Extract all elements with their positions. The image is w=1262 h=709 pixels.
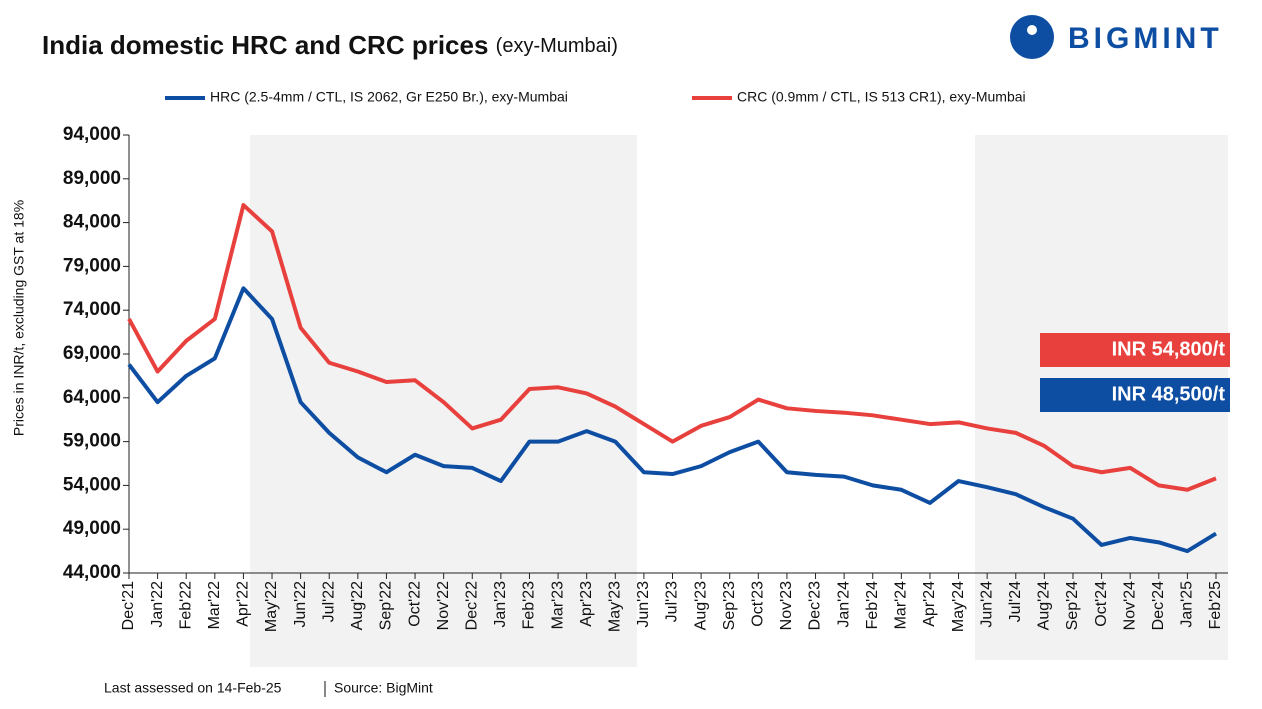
y-tick-label: 74,000: [63, 299, 121, 320]
x-tick-label: Nov'22: [435, 581, 452, 630]
x-tick-label: Apr'23: [578, 581, 595, 627]
y-tick-label: 64,000: [63, 387, 121, 408]
chart-title: India domestic HRC and CRC prices (exy-M…: [42, 30, 618, 60]
end-label: INR 48,500/t: [1112, 383, 1226, 405]
logo-icon: [1010, 15, 1054, 59]
x-tick-label: Jun'23: [635, 581, 652, 628]
x-tick-label: May'22: [263, 581, 280, 632]
end-label: INR 54,800/t: [1112, 338, 1226, 360]
x-tick-label: Dec'23: [807, 581, 824, 630]
x-tick-label: Apr'22: [235, 581, 252, 627]
y-tick-label: 89,000: [63, 168, 121, 189]
y-tick-label: 59,000: [63, 431, 121, 452]
x-tick-label: Oct'22: [406, 581, 423, 627]
x-tick-label: Dec'21: [120, 581, 137, 630]
y-tick-label: 79,000: [63, 255, 121, 276]
x-tick-label: Aug'22: [349, 581, 366, 630]
series-line: [127, 203, 1217, 492]
end-label-box: [1040, 333, 1230, 367]
x-tick-label: Mar'24: [893, 581, 910, 630]
x-tick-label: Jun'24: [978, 581, 995, 628]
y-tick-label: 44,000: [63, 562, 121, 583]
y-tick-label: 84,000: [63, 212, 121, 233]
brand: BIGMINT: [1068, 22, 1223, 55]
x-tick-label: Sep'22: [378, 581, 395, 630]
x-tick-label: Jul'24: [1007, 581, 1024, 622]
y-axis-label: Prices in INR/t, excluding GST at 18%: [11, 200, 27, 436]
x-tick-label: May'23: [607, 581, 624, 632]
x-tick-label: Oct'24: [1093, 581, 1110, 627]
x-tick-label: Jan'23: [492, 581, 509, 628]
x-tick-label: Jan'22: [149, 581, 166, 628]
x-tick-label: Oct'23: [750, 581, 767, 627]
logo-icon: [1027, 25, 1037, 35]
x-tick-label: Sep'23: [721, 581, 738, 630]
footer: Last assessed on 14-Feb-25: [104, 680, 282, 696]
x-tick-label: Jul'23: [664, 581, 681, 622]
x-tick-label: Feb'22: [177, 581, 194, 630]
x-tick-label: Aug'24: [1036, 581, 1053, 630]
x-tick-label: Nov'24: [1121, 581, 1138, 630]
x-tick-label: Mar'22: [206, 581, 223, 630]
y-tick-label: 54,000: [63, 474, 121, 495]
subtitle: (exy-Mumbai): [496, 35, 618, 57]
x-tick-label: Aug'23: [692, 581, 709, 630]
x-tick-label: Dec'24: [1150, 581, 1167, 630]
x-tick-label: Feb'24: [864, 581, 881, 630]
legend-label: HRC (2.5-4mm / CTL, IS 2062, Gr E250 Br.…: [210, 89, 568, 105]
x-tick-label: Apr'24: [921, 581, 938, 627]
x-tick-label: Jan'25: [1179, 581, 1196, 628]
legend-label: CRC (0.9mm / CTL, IS 513 CR1), exy-Mumba…: [737, 89, 1026, 105]
y-tick-label: 94,000: [63, 124, 121, 145]
series-line: [127, 286, 1218, 554]
y-tick-label: 69,000: [63, 343, 121, 364]
x-tick-label: Mar'23: [549, 581, 566, 630]
x-tick-label: Nov'23: [778, 581, 795, 630]
x-tick-label: Dec'22: [463, 581, 480, 630]
x-tick-label: Jul'22: [320, 581, 337, 622]
x-tick-label: Jun'22: [292, 581, 309, 628]
x-tick-label: Sep'24: [1064, 581, 1081, 630]
x-tick-label: Jan'24: [835, 581, 852, 628]
end-label-box: [1040, 378, 1230, 412]
x-tick-label: Feb'25: [1207, 581, 1224, 630]
x-tick-label: May'24: [950, 581, 967, 632]
title: India domestic HRC and CRC prices: [42, 30, 488, 60]
x-tick-label: Feb'23: [521, 581, 538, 630]
source: Source: BigMint: [334, 680, 433, 696]
y-tick-label: 49,000: [63, 518, 121, 539]
